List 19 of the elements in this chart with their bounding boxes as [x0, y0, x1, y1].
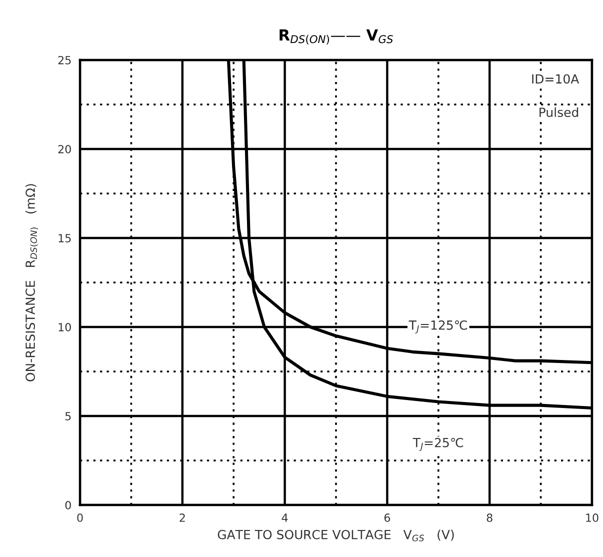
x-tick-label: 4 — [282, 514, 288, 522]
annotation: T$_{J}$=125℃ — [408, 320, 468, 334]
annotation: ID=10A — [532, 74, 580, 84]
y-tick-label: 25 — [58, 56, 71, 64]
annotation: T$_{J}$=25℃ — [412, 438, 464, 451]
x-tick-label: 10 — [586, 514, 598, 522]
chart-title: R$_{DS(ON)}$—— V$_{GS}$ — [280, 29, 393, 44]
y-tick-label: 5 — [65, 412, 71, 420]
y-tick-label: 10 — [58, 322, 71, 332]
annotation: Pulsed — [540, 107, 578, 118]
text: GATE TO SOURCE VOLTAGE V$_{GS}$ (V) — [218, 530, 454, 542]
x-tick-label: 8 — [486, 514, 492, 522]
y-tick-label: 20 — [58, 144, 71, 154]
x-tick-label: 6 — [384, 514, 390, 522]
y-tick-label: 15 — [58, 234, 71, 242]
y-tick-label: 0 — [65, 500, 71, 510]
text: ON-RESISTANCE R$_{DS(ON)}$ (mΩ) — [25, 184, 38, 382]
x-tick-label: 0 — [77, 514, 83, 522]
x-tick-label: 2 — [180, 514, 185, 522]
